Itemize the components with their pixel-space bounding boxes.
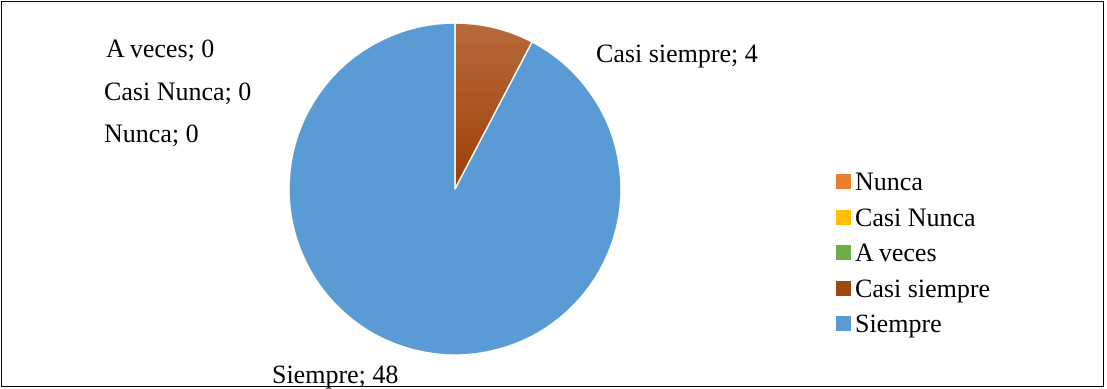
legend-swatch-casi-nunca <box>836 209 851 225</box>
legend-label-casi-siempre: Casi siempre <box>855 273 991 303</box>
data-label-a-veces: A veces; 0 <box>106 34 214 63</box>
legend-item-siempre: Siempre <box>836 306 990 342</box>
pie-slices <box>288 22 622 356</box>
pie-slice-siempre <box>288 22 622 356</box>
data-label-casi-siempre: Casi siempre; 4 <box>596 39 758 68</box>
data-label-siempre: Siempre; 48 <box>272 360 398 389</box>
legend-item-nunca: Nunca <box>836 164 990 200</box>
data-label-nunca: Nunca; 0 <box>104 119 199 148</box>
legend-swatch-nunca <box>836 174 851 190</box>
legend-label-a-veces: A veces <box>855 238 937 267</box>
legend-item-casi-siempre: Casi siempre <box>836 271 990 307</box>
legend-label-nunca: Nunca <box>855 167 923 196</box>
legend-swatch-a-veces <box>836 245 851 261</box>
data-label-casi-nunca: Casi Nunca; 0 <box>104 77 251 106</box>
legend-item-casi-nunca: Casi Nunca <box>836 200 990 236</box>
legend-label-casi-nunca: Casi Nunca <box>855 202 976 232</box>
legend-item-a-veces: A veces <box>836 235 990 271</box>
legend-swatch-casi-siempre <box>836 280 851 296</box>
legend: Nunca Casi Nunca A veces Casi siempre Si… <box>836 164 990 342</box>
legend-label-siempre: Siempre <box>855 309 942 338</box>
legend-swatch-siempre <box>836 316 851 332</box>
